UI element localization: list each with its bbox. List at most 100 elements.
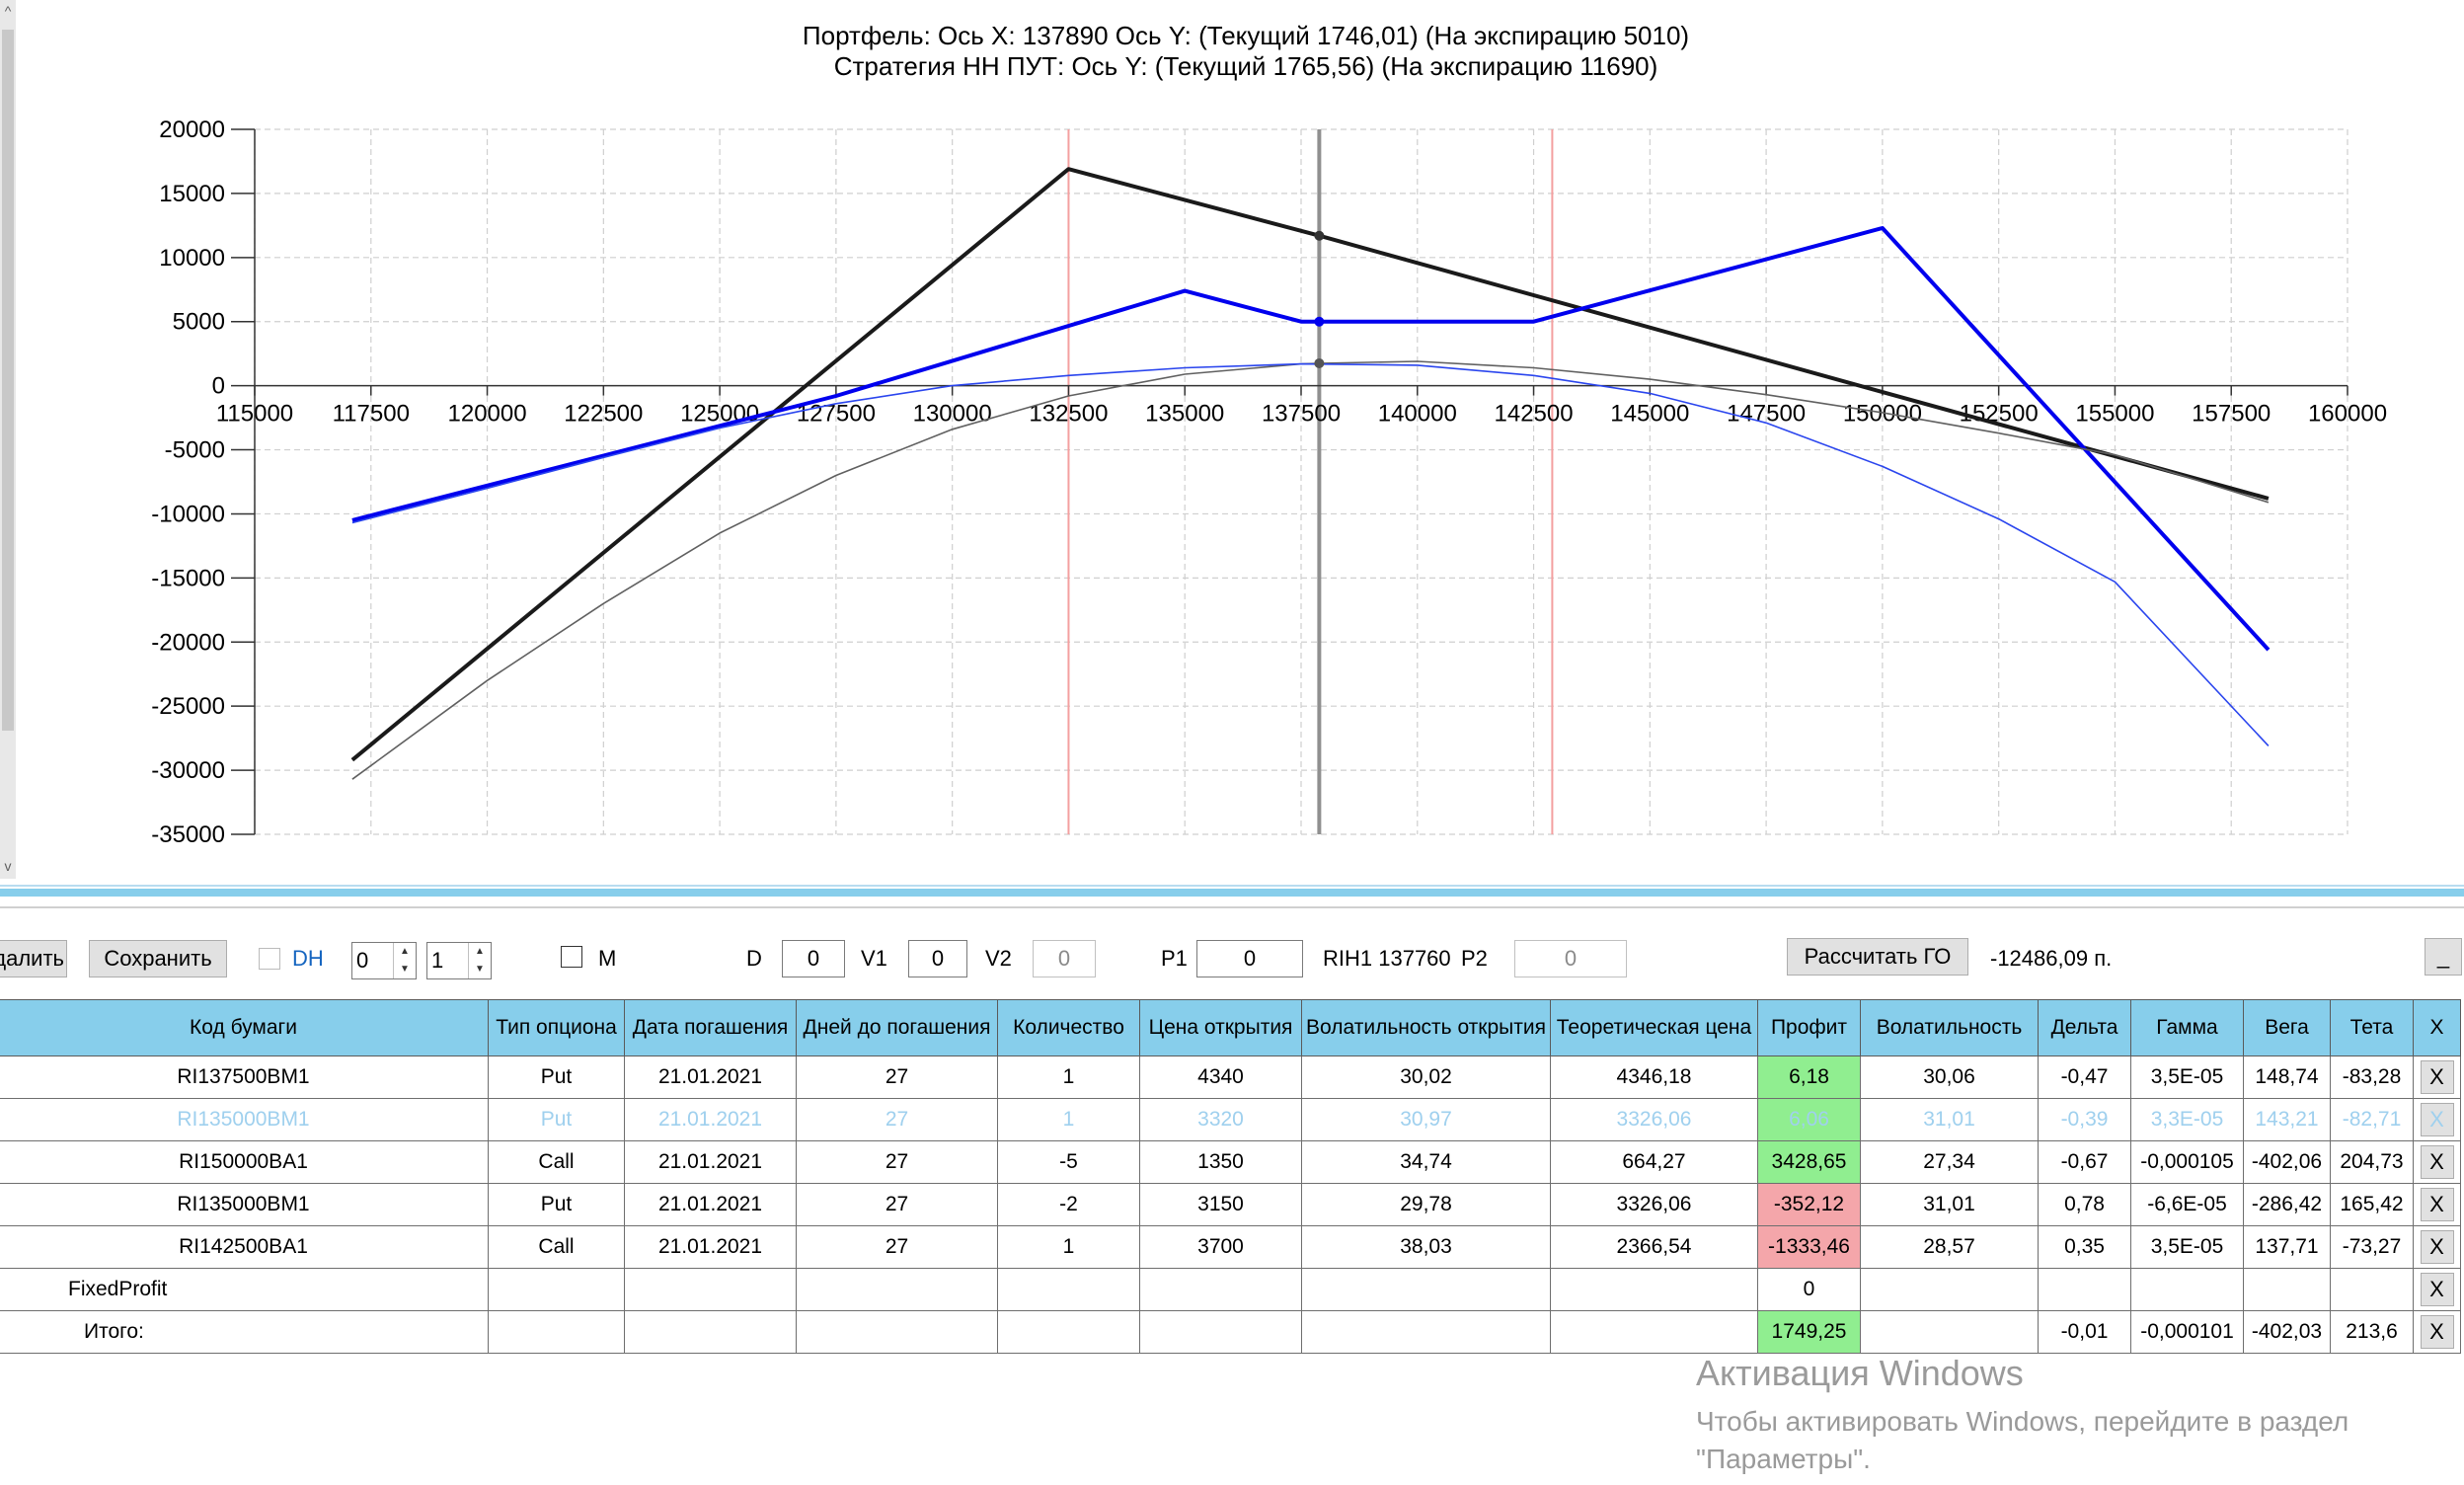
header-vega[interactable]: Вега	[2243, 999, 2331, 1056]
cell-open-price: 3150	[1139, 1183, 1302, 1226]
cell-theoretical-price: 664,27	[1550, 1140, 1758, 1184]
header-gamma[interactable]: Гамма	[2130, 999, 2244, 1056]
go-value: -12486,09 п.	[1990, 946, 2113, 971]
cell-gamma: -6,6E-05	[2130, 1183, 2244, 1226]
cell-option-type: Put	[488, 1055, 625, 1099]
x-tick-label: 145000	[1610, 401, 1689, 428]
v1-input[interactable]: 0	[908, 940, 967, 977]
chart-title-line2: Стратегия НН ПУТ: Ось Y: (Текущий 1765,5…	[834, 51, 1658, 81]
header-option-type[interactable]: Тип опциона	[488, 999, 625, 1056]
header-theta[interactable]: Тета	[2330, 999, 2414, 1056]
cell-days-to-expiry: 27	[796, 1183, 998, 1226]
spin-up-icon[interactable]: ▲	[400, 946, 410, 957]
header-code[interactable]: Код бумаги	[0, 999, 489, 1056]
header-theoretical-price[interactable]: Теоретическая цена	[1550, 999, 1758, 1056]
cell-theta: 213,6	[2330, 1310, 2414, 1354]
header-remove[interactable]: X	[2413, 999, 2461, 1056]
table-row[interactable]: RI135000BM1 Put 21.01.2021 27 -2 3150 29,78 332…	[0, 1183, 2461, 1226]
spin-down-icon[interactable]: ▼	[475, 964, 485, 975]
table-row[interactable]: RI137500BM1 Put 21.01.2021 27 1 4340 30,02 4346…	[0, 1055, 2461, 1099]
header-quantity[interactable]: Количество	[997, 999, 1140, 1056]
remove-row-button[interactable]: X	[2420, 1315, 2454, 1349]
cell-delta: -0,01	[2038, 1310, 2131, 1354]
x-tick-label: 157500	[2192, 401, 2271, 428]
table-row[interactable]: RI142500BA1 Call 21.01.2021 27 1 3700 38,03 236…	[0, 1225, 2461, 1269]
cell-remove: X	[2413, 1055, 2461, 1099]
spin1-value: 0	[356, 948, 369, 973]
remove-row-button[interactable]: X	[2420, 1230, 2454, 1264]
save-button[interactable]: Сохранить	[89, 940, 227, 977]
header-volatility[interactable]: Волатильность	[1860, 999, 2039, 1056]
cell-theta: -73,27	[2330, 1225, 2414, 1269]
x-tick-label: 155000	[2075, 401, 2154, 428]
remove-row-button[interactable]: X	[2420, 1103, 2454, 1136]
dh-label: DH	[292, 946, 324, 971]
cell-profit: -1333,46	[1757, 1225, 1861, 1269]
cell-theoretical-price	[1550, 1268, 1758, 1311]
scroll-down-icon[interactable]: v	[4, 858, 12, 874]
minimize-button[interactable]: _	[2425, 938, 2462, 976]
cell-expiry-date: 21.01.2021	[624, 1140, 797, 1184]
cell-volatility: 31,01	[1860, 1098, 2039, 1141]
spin-down-icon[interactable]: ▼	[400, 964, 410, 975]
x-tick-label: 137500	[1262, 401, 1341, 428]
cell-remove: X	[2413, 1140, 2461, 1184]
x-tick-label: 130000	[913, 401, 992, 428]
cell-quantity: -2	[997, 1183, 1140, 1226]
spin2-stepper[interactable]: 1 ▲ ▼	[426, 942, 492, 979]
remove-row-button[interactable]: X	[2420, 1145, 2454, 1179]
header-open-volatility[interactable]: Волатильность открытия	[1301, 999, 1551, 1056]
header-days-to-expiry[interactable]: Дней до погашения	[796, 999, 998, 1056]
delete-button[interactable]: Удалить	[0, 940, 67, 977]
series-line	[351, 226, 2271, 652]
table-row[interactable]: RI150000BA1 Call 21.01.2021 27 -5 1350 34,74 66…	[0, 1140, 2461, 1184]
scroll-up-icon[interactable]: ^	[4, 3, 12, 19]
cell-theta: 204,73	[2330, 1140, 2414, 1184]
cell-expiry-date	[624, 1268, 797, 1311]
remove-row-button[interactable]: X	[2420, 1060, 2454, 1094]
cell-open-price: 4340	[1139, 1055, 1302, 1099]
spin1-stepper[interactable]: 0 ▲ ▼	[351, 942, 417, 979]
spin-up-icon[interactable]: ▲	[475, 946, 485, 957]
header-profit[interactable]: Профит	[1757, 999, 1861, 1056]
p2-input[interactable]: 0	[1514, 940, 1627, 977]
cell-open-volatility	[1301, 1268, 1551, 1311]
remove-row-button[interactable]: X	[2420, 1188, 2454, 1221]
x-tick-label: 160000	[2308, 401, 2387, 428]
header-open-price[interactable]: Цена открытия	[1139, 999, 1302, 1056]
table-row[interactable]: FixedProfit 0 X	[0, 1268, 2461, 1311]
cell-days-to-expiry	[796, 1310, 998, 1354]
table-row[interactable]: RI135000BM1 Put 21.01.2021 27 1 3320 30,97 3326…	[0, 1098, 2461, 1141]
y-tick-label: 15000	[159, 181, 225, 207]
cell-vega: -286,42	[2243, 1183, 2331, 1226]
v2-input[interactable]: 0	[1033, 940, 1096, 977]
scrollbar-thumb[interactable]	[2, 30, 14, 731]
d-input[interactable]: 0	[782, 940, 845, 977]
m-checkbox[interactable]	[561, 946, 582, 968]
header-delta[interactable]: Дельта	[2038, 999, 2131, 1056]
calculate-go-button[interactable]: Рассчитать ГО	[1787, 938, 1968, 976]
series-line	[351, 362, 2270, 746]
cell-profit: -352,12	[1757, 1183, 1861, 1226]
dh-checkbox[interactable]	[259, 948, 280, 970]
header-expiry-date[interactable]: Дата погашения	[624, 999, 797, 1056]
remove-row-button[interactable]: X	[2420, 1273, 2454, 1306]
cell-gamma: -0,000101	[2130, 1310, 2244, 1354]
p1-input[interactable]: 0	[1196, 940, 1303, 977]
chart-vertical-scrollbar[interactable]: ^ v	[0, 0, 16, 879]
cell-code: RI142500BA1	[0, 1225, 489, 1269]
splitter-bar[interactable]	[0, 889, 2464, 897]
cell-volatility	[1860, 1268, 2039, 1311]
spin2-value: 1	[431, 948, 444, 973]
positions-table: Код бумаги Тип опциона Дата погашения Дней …	[0, 999, 2461, 1354]
chart-markers	[1314, 230, 1325, 368]
cell-vega: -402,03	[2243, 1310, 2331, 1354]
profit-chart[interactable]: Портфель: Ось X: 137890 Ось Y: (Текущий …	[0, 0, 2464, 889]
cell-volatility: 27,34	[1860, 1140, 2039, 1184]
watermark-title: Активация Windows	[1696, 1353, 2024, 1393]
table-row[interactable]: Итого: 1749,25 -0,01 -0,000101 -402,03 213,6 X	[0, 1310, 2461, 1354]
cell-remove: X	[2413, 1098, 2461, 1141]
cell-open-price	[1139, 1268, 1302, 1311]
cell-remove: X	[2413, 1268, 2461, 1311]
series-marker	[1314, 316, 1325, 327]
